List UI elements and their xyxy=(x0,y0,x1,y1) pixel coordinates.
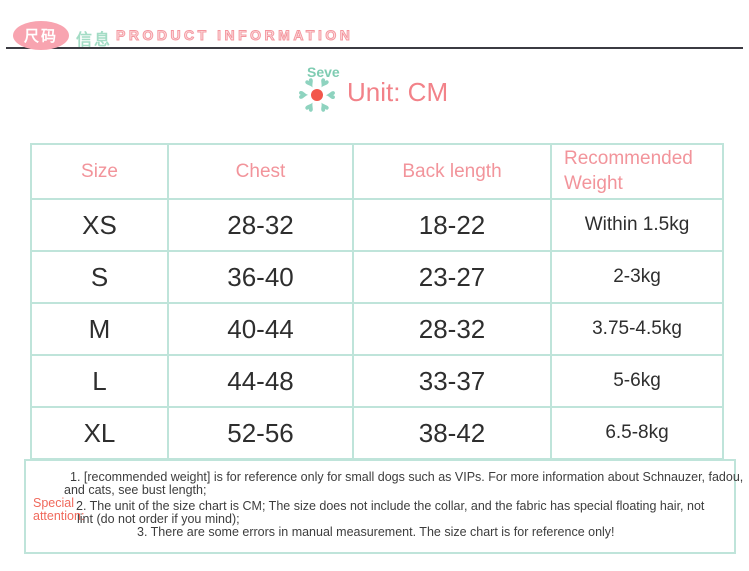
brand-logo-text: Seve xyxy=(307,64,340,80)
size-chart-table: Size Chest Back length Recommended Weigh… xyxy=(30,143,724,460)
notes-box xyxy=(24,459,736,554)
back-length-cell: 33-37 xyxy=(352,354,552,408)
size-cell: XL xyxy=(30,406,169,460)
column-header-recommended-weight: Recommended Weight xyxy=(550,143,724,200)
chest-cell: 28-32 xyxy=(167,198,354,252)
flower-icon: ♥ ♥ ♥ ♥ ♥ ♥ xyxy=(295,73,339,117)
back-length-cell: 28-32 xyxy=(352,302,552,356)
back-length-cell: 18-22 xyxy=(352,198,552,252)
weight-cell: Within 1.5kg xyxy=(550,198,724,252)
notes-content: 1. [recommended weight] is for reference… xyxy=(64,470,744,539)
unit-label: Unit: CM xyxy=(347,77,449,107)
column-header-chest: Chest xyxy=(167,143,354,200)
special-attention-label: Special attention: xyxy=(33,497,84,523)
size-cell: XS xyxy=(30,198,169,252)
note-2-line-1: 2. The unit of the size chart is CM; The… xyxy=(76,499,705,513)
note-2-line-2: lint (do not order if you mind); xyxy=(77,512,240,526)
chest-cell: 40-44 xyxy=(167,302,354,356)
special-attention-line: Special xyxy=(33,496,74,510)
table-header-row: Size Chest Back length Recommended Weigh… xyxy=(30,143,724,200)
column-header-size: Size xyxy=(30,143,169,200)
table-row: L 44-48 33-37 5-6kg xyxy=(30,354,724,408)
note-1-line-2: and cats, see bust length; xyxy=(64,483,207,497)
flower-center-dot xyxy=(311,89,323,101)
back-length-cell: 38-42 xyxy=(352,406,552,460)
table-row: S 36-40 23-27 2-3kg xyxy=(30,250,724,304)
size-cell: M xyxy=(30,302,169,356)
size-badge: 尺码 xyxy=(13,21,69,50)
special-attention-line: attention: xyxy=(33,509,85,523)
weight-cell: 6.5-8kg xyxy=(550,406,724,460)
table-row: M 40-44 28-32 3.75-4.5kg xyxy=(30,302,724,356)
size-badge-label: 尺码 xyxy=(23,28,58,45)
chest-cell: 36-40 xyxy=(167,250,354,304)
chest-cell: 52-56 xyxy=(167,406,354,460)
table-row: XS 28-32 18-22 Within 1.5kg xyxy=(30,198,724,252)
note-3-line-1: 3. There are some errors in manual measu… xyxy=(137,525,615,539)
note-1-line-1: 1. [recommended weight] is for reference… xyxy=(70,470,744,484)
weight-cell: 5-6kg xyxy=(550,354,724,408)
column-header-back-length: Back length xyxy=(352,143,552,200)
weight-cell: 2-3kg xyxy=(550,250,724,304)
size-cell: L xyxy=(30,354,169,408)
chest-cell: 44-48 xyxy=(167,354,354,408)
back-length-cell: 23-27 xyxy=(352,250,552,304)
header-divider-line xyxy=(6,47,743,49)
info-cn-label: 信息 xyxy=(76,32,113,49)
weight-cell: 3.75-4.5kg xyxy=(550,302,724,356)
page-title: PRODUCT INFORMATION xyxy=(116,27,354,44)
size-cell: S xyxy=(30,250,169,304)
table-row: XL 52-56 38-42 6.5-8kg xyxy=(30,406,724,460)
